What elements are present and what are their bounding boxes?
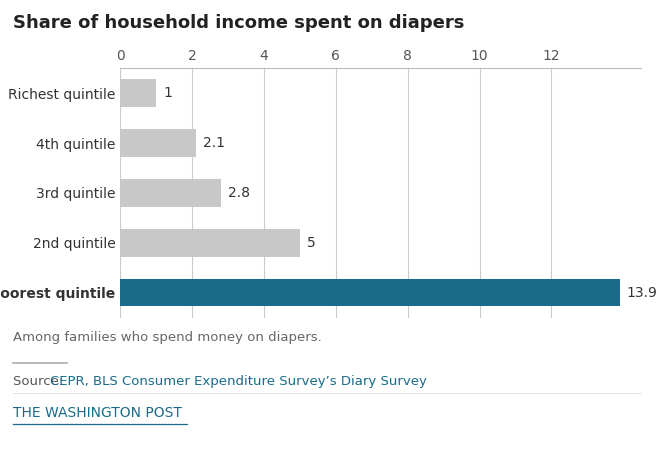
Bar bbox=[120, 79, 156, 107]
Text: 1: 1 bbox=[164, 86, 172, 100]
Text: THE WASHINGTON POST: THE WASHINGTON POST bbox=[13, 406, 182, 420]
Text: Share of household income spent on diapers: Share of household income spent on diape… bbox=[13, 14, 465, 32]
Bar bbox=[120, 179, 221, 207]
Text: 2.8: 2.8 bbox=[228, 186, 250, 200]
Text: 5: 5 bbox=[307, 236, 316, 250]
Bar bbox=[120, 129, 196, 157]
Text: 2.1: 2.1 bbox=[203, 136, 225, 150]
Bar bbox=[120, 279, 620, 306]
Bar bbox=[120, 229, 300, 257]
Text: 13.9: 13.9 bbox=[627, 286, 658, 300]
Text: CEPR, BLS Consumer Expenditure Survey’s Diary Survey: CEPR, BLS Consumer Expenditure Survey’s … bbox=[49, 375, 427, 388]
Text: Among families who spend money on diapers.: Among families who spend money on diaper… bbox=[13, 331, 322, 345]
Text: Source:: Source: bbox=[13, 375, 68, 388]
